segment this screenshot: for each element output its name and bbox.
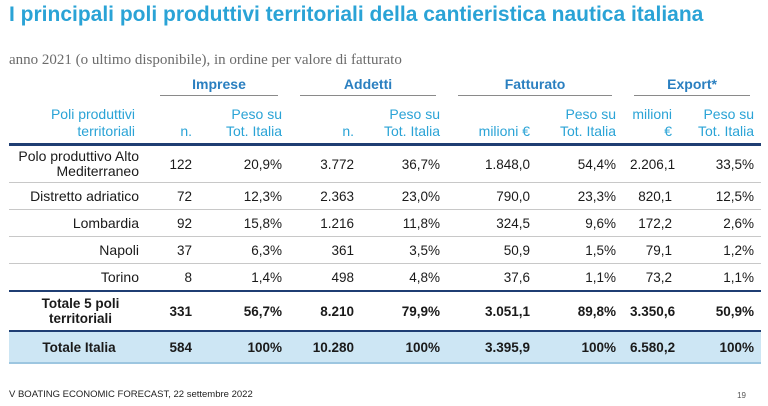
cell: 89,8% (537, 290, 624, 332)
footer-text: V BOATING ECONOMIC FORECAST, 22 settembr… (9, 389, 253, 400)
row-label: Totale Italia (9, 331, 149, 364)
cell: 33,5% (679, 144, 762, 183)
cell: 172,2 (623, 209, 680, 237)
cell: 50,9% (679, 290, 762, 332)
cell: 3.395,9 (447, 331, 538, 364)
cell: 324,5 (447, 209, 538, 237)
cell: 1,1% (679, 263, 762, 292)
cell: 790,0 (447, 182, 538, 210)
cell: 1,5% (537, 236, 624, 264)
cell: 100% (199, 331, 290, 364)
row-label: Distretto adriatico (9, 182, 149, 210)
subheader-row: Poli produttivi territoriali n. Peso su … (9, 98, 762, 146)
total-italia-row: Totale Italia 584 100% 10.280 100% 3.395… (9, 331, 762, 364)
group-header-fatturato: Fatturato (447, 74, 623, 98)
group-header-row: Imprese Addetti Fatturato Export* (9, 74, 761, 98)
cell: 79,1 (623, 236, 680, 264)
cell: 498 (289, 263, 362, 292)
slide-title: I principali poli produttivi territorial… (9, 3, 704, 26)
cell: 8 (149, 263, 199, 292)
cell: 37,6 (447, 263, 538, 292)
subheader-addetti-peso: Peso su Tot. Italia (361, 98, 448, 146)
cell: 54,4% (537, 144, 624, 183)
cell: 1,4% (199, 263, 290, 292)
row-label: Lombardia (9, 209, 149, 237)
row-label: Torino (9, 263, 149, 292)
cell: 50,9 (447, 236, 538, 264)
cell: 2.206,1 (623, 144, 680, 183)
cell: 820,1 (623, 182, 680, 210)
cell: 12,5% (679, 182, 762, 210)
total-5-poli-row: Totale 5 poli territoriali 331 56,7% 8.2… (9, 290, 762, 332)
cell: 73,2 (623, 263, 680, 292)
slide-subtitle: anno 2021 (o ultimo disponibile), in ord… (9, 52, 402, 68)
cell: 1.848,0 (447, 144, 538, 183)
row-label: Totale 5 poli territoriali (9, 290, 149, 332)
table-row: Napoli 37 6,3% 361 3,5% 50,9 1,5% 79,1 1… (9, 236, 762, 264)
group-header-imprese: Imprese (149, 74, 289, 98)
cell: 10.280 (289, 331, 362, 364)
cell: 3.772 (289, 144, 362, 183)
cell: 2.363 (289, 182, 362, 210)
cell: 122 (149, 144, 199, 183)
subheader-fatturato-val: milioni € (447, 98, 538, 146)
cell: 23,0% (361, 182, 448, 210)
subheader-fatturato-peso: Peso su Tot. Italia (537, 98, 624, 146)
cell: 92 (149, 209, 199, 237)
cell: 1,2% (679, 236, 762, 264)
cell: 361 (289, 236, 362, 264)
subheader-label: Poli produttivi territoriali (9, 98, 149, 146)
cell: 331 (149, 290, 199, 332)
cell: 100% (679, 331, 762, 364)
cell: 3,5% (361, 236, 448, 264)
subheader-imprese-peso: Peso su Tot. Italia (199, 98, 290, 146)
cell: 11,8% (361, 209, 448, 237)
cell: 100% (361, 331, 448, 364)
cell: 20,9% (199, 144, 290, 183)
cell: 36,7% (361, 144, 448, 183)
cell: 37 (149, 236, 199, 264)
cell: 15,8% (199, 209, 290, 237)
table-row: Torino 8 1,4% 498 4,8% 37,6 1,1% 73,2 1,… (9, 263, 762, 292)
page-number: 19 (737, 391, 746, 400)
cell: 3.350,6 (623, 290, 680, 332)
group-header-addetti: Addetti (289, 74, 447, 98)
cell: 100% (537, 331, 624, 364)
subheader-export-val: milioni € (623, 98, 680, 146)
cell: 1.216 (289, 209, 362, 237)
cell: 56,7% (199, 290, 290, 332)
table-row: Distretto adriatico 72 12,3% 2.363 23,0%… (9, 182, 762, 210)
data-table: Imprese Addetti Fatturato Export* Poli p… (9, 74, 762, 364)
cell: 72 (149, 182, 199, 210)
cell: 4,8% (361, 263, 448, 292)
table-row: Polo produttivo Alto Mediterraneo 122 20… (9, 144, 762, 183)
cell: 9,6% (537, 209, 624, 237)
row-label: Napoli (9, 236, 149, 264)
table-row: Lombardia 92 15,8% 1.216 11,8% 324,5 9,6… (9, 209, 762, 237)
cell: 2,6% (679, 209, 762, 237)
group-header-export: Export* (623, 74, 761, 98)
cell: 23,3% (537, 182, 624, 210)
cell: 1,1% (537, 263, 624, 292)
cell: 8.210 (289, 290, 362, 332)
cell: 584 (149, 331, 199, 364)
subheader-export-peso: Peso su Tot. Italia (679, 98, 762, 146)
row-label: Polo produttivo Alto Mediterraneo (9, 144, 149, 183)
cell: 6,3% (199, 236, 290, 264)
subheader-imprese-n: n. (149, 98, 199, 146)
cell: 12,3% (199, 182, 290, 210)
subheader-addetti-n: n. (289, 98, 362, 146)
cell: 3.051,1 (447, 290, 538, 332)
cell: 79,9% (361, 290, 448, 332)
cell: 6.580,2 (623, 331, 680, 364)
